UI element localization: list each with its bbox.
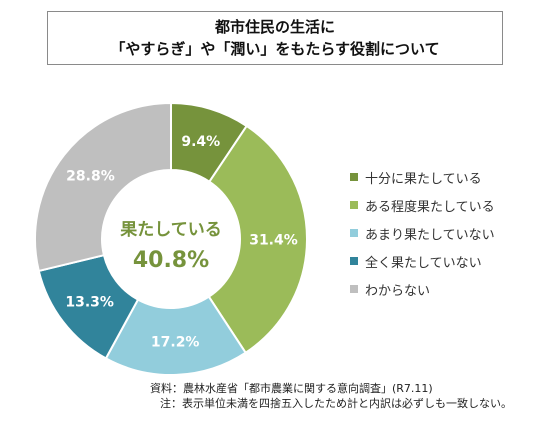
footnote: 注：表示単位未満を四捨五入したため計と内訳は必ずしも一致しない。 <box>160 397 512 410</box>
chart-title-line-1: 都市住民の生活に <box>214 18 335 36</box>
slice-value-label-1: 9.4% <box>181 134 220 150</box>
slice-value-label-5: 28.8% <box>66 169 115 185</box>
source-note: 資料：農林水産省「都市農業に関する意向調査」(R7.11) <box>150 382 433 395</box>
donut-chart: 9.4% 31.4% 17.2% 13.3% 28.8% 果たしている 40.8% <box>34 101 308 376</box>
legend-swatch-4 <box>350 257 358 265</box>
legend-item-2: ある程度果たしている <box>350 191 495 219</box>
chart-notes: 資料：農林水産省「都市農業に関する意向調査」(R7.11) 注：表示単位未満を四… <box>150 381 512 411</box>
legend-item-3: あまり果たしていない <box>350 219 495 247</box>
legend-label-5: わからない <box>365 283 431 299</box>
donut-slice-3 <box>104 295 247 376</box>
legend-item-4: 全く果たしていない <box>350 247 495 275</box>
legend-item-5: わからない <box>350 275 495 303</box>
slice-value-label-3: 17.2% <box>151 334 200 350</box>
legend-swatch-5 <box>350 285 358 293</box>
center-label: 果たしている <box>120 220 222 240</box>
donut-slice-5 <box>34 101 172 273</box>
chart-legend: 十分に果たしている ある程度果たしている あまり果たしていない 全く果たしていない わか… <box>350 163 495 303</box>
legend-label-2: ある程度果たしている <box>365 199 495 215</box>
slice-value-label-2: 31.4% <box>249 232 298 248</box>
center-value: 40.8% <box>133 248 209 273</box>
chart-title-box: 都市住民の生活に 「やすらぎ」や「潤い」をもたらす役割について <box>47 11 503 65</box>
slice-value-label-4: 13.3% <box>65 294 114 310</box>
donut-slice-2 <box>207 124 308 355</box>
chart-title-line-2: 「やすらぎ」や「潤い」をもたらす役割について <box>110 40 440 58</box>
legend-swatch-2 <box>350 201 358 209</box>
legend-label-1: 十分に果たしている <box>365 171 482 187</box>
legend-swatch-3 <box>350 229 358 237</box>
legend-swatch-1 <box>350 173 358 181</box>
legend-item-1: 十分に果たしている <box>350 163 495 191</box>
legend-label-3: あまり果たしていない <box>365 227 495 243</box>
legend-label-4: 全く果たしていない <box>365 255 482 271</box>
